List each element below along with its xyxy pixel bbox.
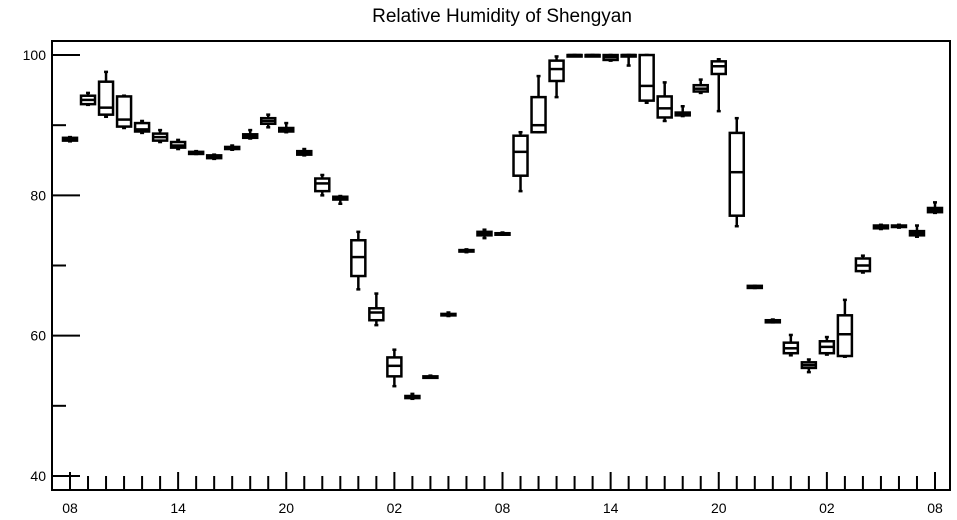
x-tick-label: 14	[170, 500, 186, 516]
box-item	[674, 104, 691, 118]
y-tick-label: 80	[30, 187, 46, 203]
axes: 40 60 80 100 08 14 20 02 08 14 20 02 08	[23, 40, 951, 516]
plot-frame	[51, 40, 951, 491]
box-item	[818, 335, 836, 356]
box-item	[512, 130, 529, 193]
box-item	[926, 201, 944, 215]
box-item	[800, 358, 818, 374]
y-tick-label: 100	[23, 47, 47, 63]
box-item	[440, 311, 457, 318]
box-item	[278, 121, 295, 134]
box-item	[782, 333, 800, 357]
box-item	[494, 231, 511, 236]
box-item	[115, 94, 133, 130]
box-item	[422, 374, 439, 380]
box-iqr	[97, 80, 115, 116]
box-iqr	[638, 53, 655, 102]
box-item	[746, 284, 764, 290]
x-tick-label: 14	[603, 500, 619, 516]
box-item	[241, 128, 259, 140]
x-tick-label: 02	[819, 500, 835, 516]
box-item	[728, 116, 746, 228]
x-tick-label: 20	[278, 500, 294, 516]
box-item	[133, 119, 151, 135]
box-item	[476, 228, 493, 240]
box-item	[61, 135, 79, 143]
box-item	[97, 70, 115, 119]
box-item	[205, 153, 223, 161]
box-item	[620, 53, 637, 67]
box-item	[656, 81, 673, 123]
box-item	[602, 53, 619, 62]
box-item	[710, 57, 727, 113]
box-item	[169, 138, 187, 151]
box-iqr	[115, 95, 133, 128]
box-item	[890, 223, 908, 229]
box-iqr	[548, 59, 565, 83]
box-item	[764, 318, 782, 324]
box-item	[223, 144, 241, 151]
box-item	[332, 194, 349, 206]
box-item	[548, 55, 565, 99]
box-item	[368, 292, 385, 327]
box-item	[872, 223, 890, 231]
box-iqr	[728, 131, 746, 217]
boxes	[61, 53, 944, 401]
box-iqr	[710, 60, 727, 76]
box-item	[404, 392, 421, 401]
box-item	[458, 248, 475, 254]
box-item	[386, 348, 403, 388]
box-item	[854, 254, 872, 274]
chart-title: Relative Humidity of Shengyan	[372, 6, 632, 27]
x-tick-label: 20	[711, 500, 727, 516]
box-item	[566, 53, 583, 58]
box-item	[314, 173, 331, 197]
box-iqr	[530, 95, 547, 134]
box-item	[584, 53, 601, 58]
box-item	[259, 113, 277, 129]
box-item	[908, 224, 926, 238]
box-iqr	[368, 307, 385, 322]
box-item	[79, 91, 97, 107]
x-tick-label: 02	[387, 500, 403, 516]
box-item	[836, 298, 854, 358]
x-tick-label: 08	[62, 500, 78, 516]
box-item	[187, 149, 205, 156]
box-item	[151, 128, 169, 144]
box-item	[530, 74, 547, 134]
box-item	[692, 78, 709, 95]
y-tick-label: 40	[30, 468, 46, 484]
x-tick-label: 08	[927, 500, 943, 516]
box-item	[638, 53, 655, 104]
box-iqr	[512, 134, 529, 177]
box-item	[296, 147, 313, 157]
y-tick-label: 60	[30, 328, 46, 344]
box-iqr	[836, 314, 854, 358]
box-iqr	[314, 177, 331, 193]
box-item	[350, 230, 367, 291]
box-iqr	[656, 95, 673, 119]
x-tick-label: 08	[495, 500, 511, 516]
box-iqr	[133, 121, 151, 133]
